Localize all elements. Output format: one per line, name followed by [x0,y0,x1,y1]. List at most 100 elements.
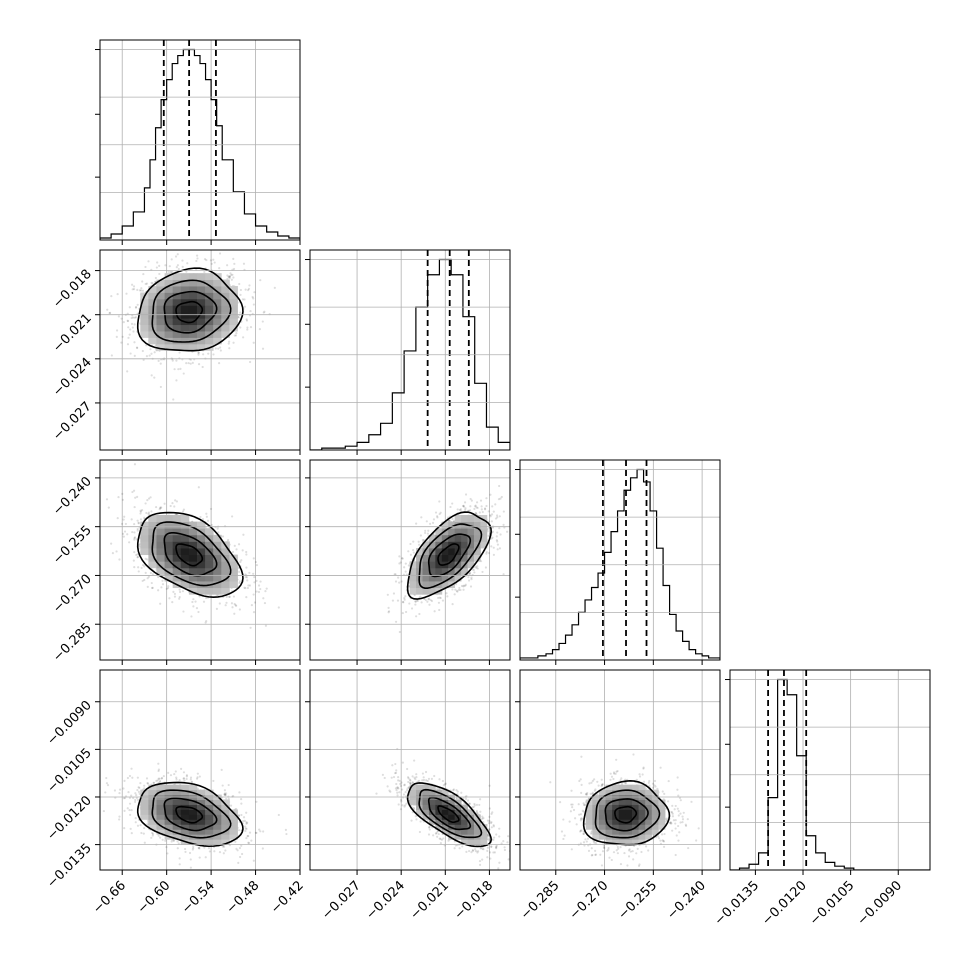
sample-point [133,531,136,534]
sample-point [447,519,450,522]
density-cell [164,343,174,351]
sample-point [234,334,238,337]
density-cell [172,292,182,300]
sample-point [173,772,176,776]
sample-point [467,579,471,582]
sample-point [499,497,502,500]
sample-point [409,553,413,556]
sample-point [181,510,185,513]
density-cell [205,574,214,582]
density-cell [428,561,436,569]
sample-point [496,531,499,534]
density-cell [172,528,182,536]
sample-point [460,584,464,588]
sample-point [232,341,235,344]
sample-point [139,509,142,512]
sample-point [468,571,472,574]
sample-point [210,523,213,527]
sample-point [496,516,499,519]
sample-point [150,281,153,285]
sample-point [117,496,120,499]
sample-point [185,270,188,273]
density-cell [454,554,462,562]
sample-point [93,293,95,295]
density-cell [441,534,449,542]
sample-point [247,287,251,290]
sample-point [133,536,136,540]
sample-point [455,583,458,586]
sample-point [253,581,256,584]
sample-point [169,271,172,274]
panel-0-0 [95,39,301,245]
sample-point [131,776,134,779]
density-cell [441,548,449,556]
sample-point [451,588,454,591]
sample-point [469,505,472,508]
sample-point [403,566,406,569]
sample-point [495,539,498,542]
sample-point [120,341,123,344]
sample-point [137,522,140,525]
density-cell [229,567,238,575]
sample-point [136,495,139,498]
density-cell [156,528,165,536]
sample-point [485,497,488,500]
density-cell [188,528,198,536]
sample-point [191,600,194,604]
sample-point [228,595,231,598]
sample-point [424,598,427,602]
density-cell [196,534,206,542]
sample-point [191,361,194,364]
density-cell [156,324,165,332]
sample-point [401,611,404,615]
sample-point [432,518,436,521]
ytick-label: −0.021 [50,311,95,356]
axes-frame [99,39,301,241]
ytick-label: −0.270 [50,572,95,617]
sample-point [474,505,477,508]
sample-point [489,493,492,496]
sample-point [133,538,136,541]
sample-point [414,600,417,603]
sample-point [424,529,427,532]
sample-point [198,595,201,598]
density-cell [467,528,475,536]
density-cell [441,554,449,562]
density-cell [409,561,417,569]
sample-point [231,273,234,276]
panel-1-0: −0.027−0.024−0.021−0.018 [50,249,301,455]
sample-point [144,557,147,560]
sample-point [218,267,221,270]
density-cell [454,534,462,542]
density-cell [148,561,157,569]
density-cell [213,548,222,556]
density-cell [148,292,157,300]
density-cell [140,521,149,529]
density-cell [188,311,198,319]
sample-point [123,827,126,830]
density-cell [221,324,230,332]
sample-point [172,590,175,593]
density-cell [172,574,182,582]
sample-point [232,595,236,598]
sample-point [135,538,138,541]
sample-point [175,500,179,503]
sample-point [121,498,124,501]
sample-point [167,585,170,588]
sample-point [419,534,422,537]
sample-point [133,522,136,526]
ytick-label: −0.240 [50,474,95,519]
density-cell [180,324,190,332]
density-cell [140,324,149,332]
density-cell [221,567,230,575]
axes-frame [309,459,511,661]
sample-point [421,538,424,542]
sample-point [159,602,162,605]
sample-point [136,527,139,531]
sample-point [151,832,155,835]
sample-point [171,359,174,362]
density-cell [140,534,149,542]
density-cell [196,541,206,549]
density-cell [448,528,456,536]
sample-point [438,596,441,599]
